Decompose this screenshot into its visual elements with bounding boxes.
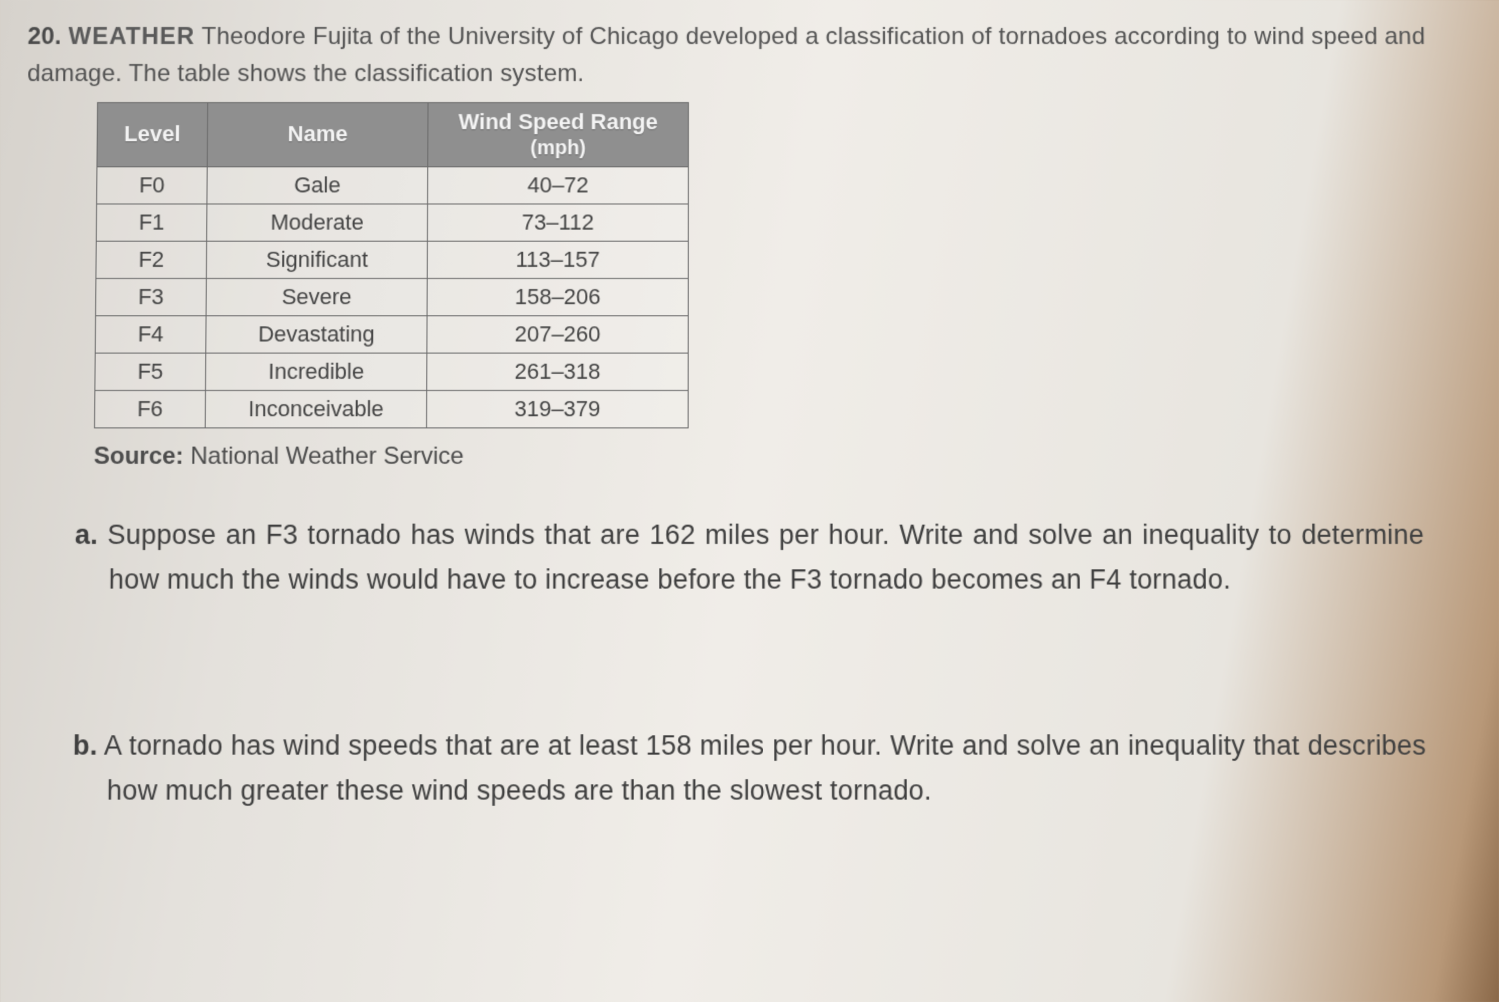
cell-name: Moderate [207,204,428,241]
question-number: 20. [27,23,61,50]
table-row: F0 Gale 40–72 [97,167,689,204]
table-row: F5 Incredible 261–318 [95,353,688,390]
part-b: b. A tornado has wind speeds that are at… [72,724,1427,813]
col-header-range-unit: (mph) [442,136,674,160]
cell-level: F2 [96,241,207,278]
col-header-level: Level [97,103,208,167]
worksheet-page: 20. WEATHER Theodore Fujita of the Unive… [0,0,1499,814]
part-a-text: Suppose an F3 tornado has winds that are… [107,519,1424,594]
col-header-range-title: Wind Speed Range [458,109,657,134]
col-header-name: Name [207,103,428,167]
cell-level: F3 [96,278,207,315]
question-topic: WEATHER [68,23,195,50]
source-label: Source: [94,442,184,469]
part-b-label: b. [73,730,98,761]
cell-name: Devastating [206,316,427,353]
cell-range: 40–72 [428,167,689,204]
cell-range: 73–112 [427,204,688,241]
part-b-text: A tornado has wind speeds that are at le… [104,730,1426,805]
fujita-table: Level Name Wind Speed Range (mph) F0 Gal… [94,102,689,428]
cell-name: Significant [206,241,427,278]
cell-range: 319–379 [427,390,689,427]
cell-name: Inconceivable [205,390,427,427]
question-text: Theodore Fujita of the University of Chi… [27,23,1425,87]
table-row: F3 Severe 158–206 [96,278,689,315]
part-a-label: a. [75,519,98,549]
table-header: Level Name Wind Speed Range (mph) [97,103,688,167]
cell-level: F4 [95,316,206,353]
cell-range: 113–157 [427,241,688,278]
part-a: a. Suppose an F3 tornado has winds that … [74,513,1425,602]
table-source: Source: National Weather Service [94,442,1444,470]
table-row: F1 Moderate 73–112 [96,204,688,241]
cell-name: Gale [207,167,428,204]
table-row: F6 Inconceivable 319–379 [95,390,689,427]
cell-range: 261–318 [427,353,688,390]
cell-name: Incredible [205,353,426,390]
cell-range: 158–206 [427,278,688,315]
cell-level: F1 [96,204,207,241]
col-header-range: Wind Speed Range (mph) [428,103,689,167]
table-body: F0 Gale 40–72 F1 Moderate 73–112 F2 Sign… [95,167,689,428]
question-intro: 20. WEATHER Theodore Fujita of the Unive… [27,18,1440,92]
table-row: F2 Significant 113–157 [96,241,688,278]
cell-level: F5 [95,353,206,390]
cell-level: F0 [97,167,208,204]
table-row: F4 Devastating 207–260 [95,316,688,353]
cell-level: F6 [95,390,206,427]
question-parts: a. Suppose an F3 tornado has winds that … [72,513,1427,813]
cell-name: Severe [206,278,427,315]
cell-range: 207–260 [427,316,688,353]
source-text: National Weather Service [190,442,464,469]
